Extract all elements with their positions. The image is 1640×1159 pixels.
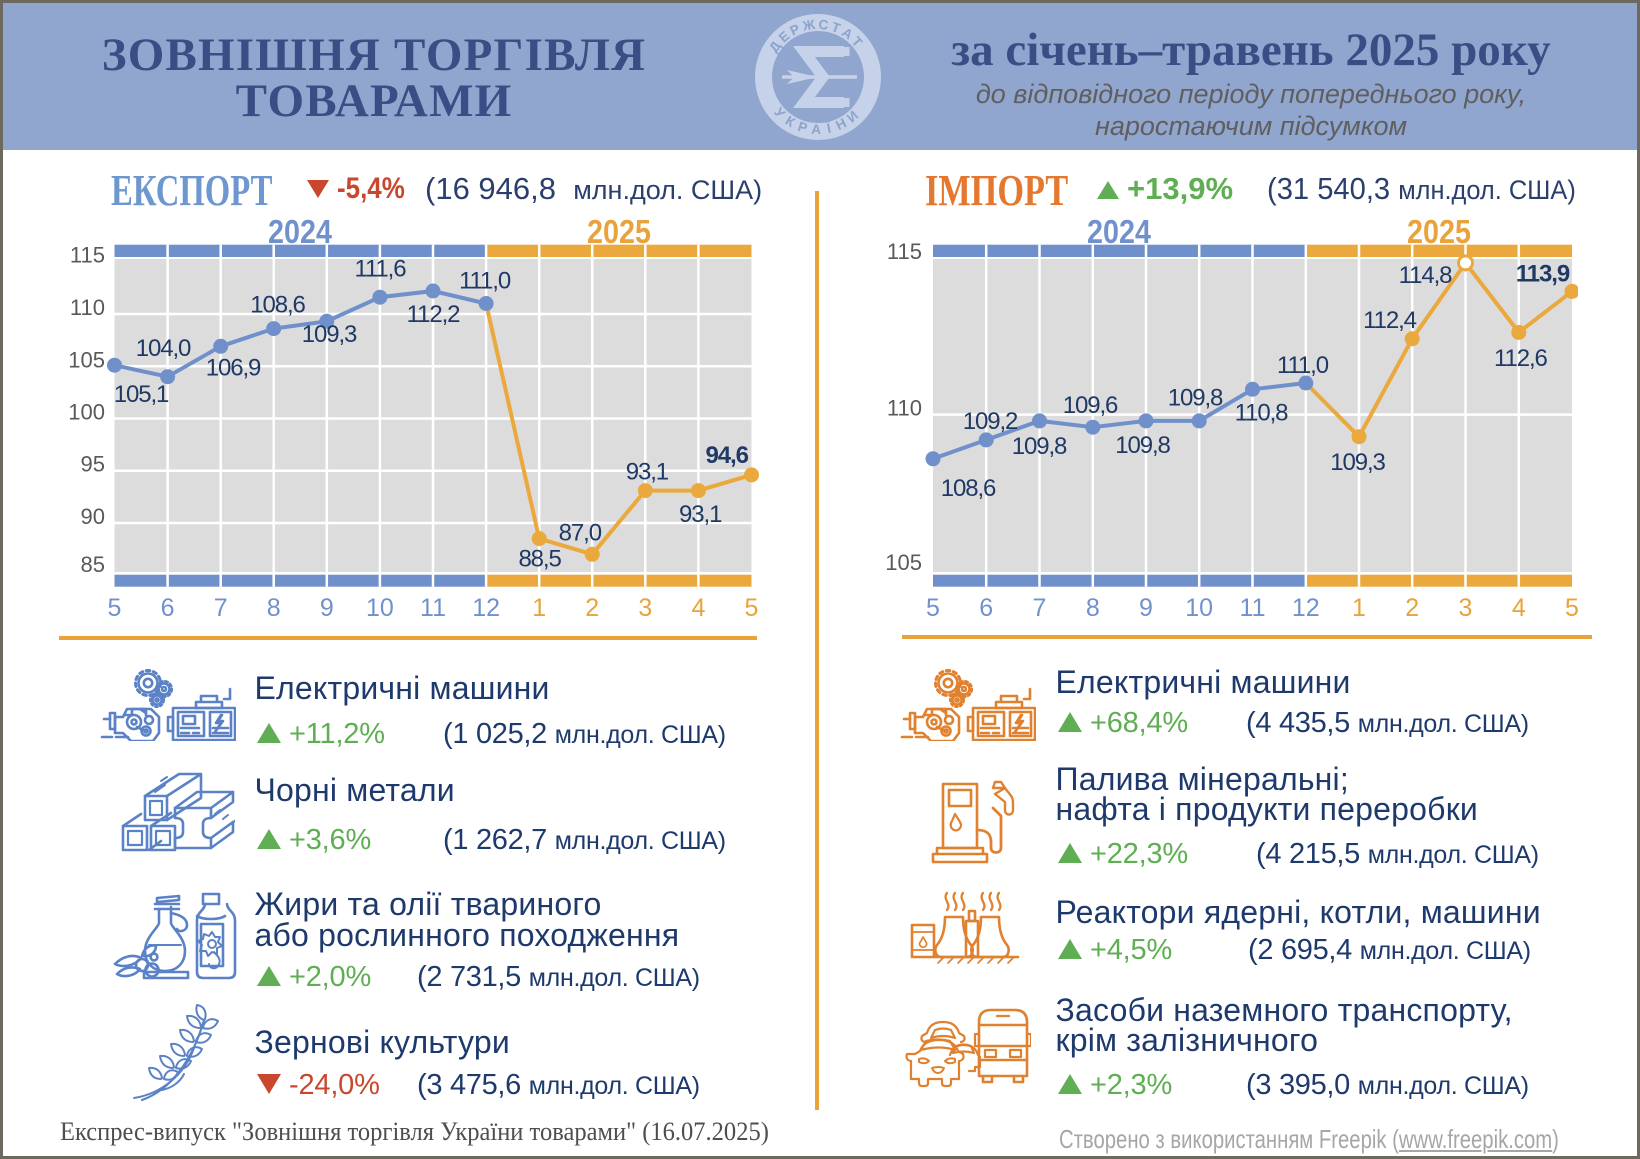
svg-text:Ж: Ж bbox=[801, 17, 817, 34]
svg-text:95: 95 bbox=[81, 452, 105, 477]
svg-text:Р: Р bbox=[796, 119, 809, 136]
svg-text:5: 5 bbox=[745, 594, 759, 622]
svg-text:10: 10 bbox=[366, 594, 394, 622]
svg-text:12: 12 bbox=[1292, 594, 1320, 622]
svg-text:108,6: 108,6 bbox=[250, 292, 305, 319]
svg-text:7: 7 bbox=[214, 594, 228, 622]
svg-text:105: 105 bbox=[68, 347, 105, 372]
svg-text:93,1: 93,1 bbox=[679, 501, 722, 528]
svg-text:93,1: 93,1 bbox=[626, 458, 669, 485]
svg-text:4: 4 bbox=[691, 594, 705, 622]
svg-text:3: 3 bbox=[1459, 594, 1473, 622]
svg-text:109,3: 109,3 bbox=[302, 321, 357, 348]
svg-text:5: 5 bbox=[108, 594, 122, 622]
svg-text:111,6: 111,6 bbox=[355, 256, 407, 283]
svg-text:114,8: 114,8 bbox=[1399, 262, 1453, 289]
svg-text:108,6: 108,6 bbox=[941, 475, 996, 502]
svg-text:5: 5 bbox=[926, 594, 940, 622]
svg-text:С: С bbox=[818, 17, 830, 33]
svg-text:87,0: 87,0 bbox=[559, 520, 602, 547]
svg-text:94,6: 94,6 bbox=[706, 442, 749, 469]
svg-text:112,2: 112,2 bbox=[407, 301, 461, 328]
svg-text:6: 6 bbox=[979, 594, 993, 622]
svg-text:111,0: 111,0 bbox=[459, 268, 511, 295]
svg-text:7: 7 bbox=[1033, 594, 1047, 622]
svg-text:105: 105 bbox=[885, 550, 922, 575]
svg-text:100: 100 bbox=[68, 400, 105, 425]
svg-text:110: 110 bbox=[887, 396, 922, 421]
svg-text:109,3: 109,3 bbox=[1330, 449, 1385, 476]
svg-text:Ї: Ї bbox=[825, 120, 834, 136]
svg-text:11: 11 bbox=[420, 594, 446, 622]
svg-text:8: 8 bbox=[1086, 594, 1100, 622]
svg-text:109,8: 109,8 bbox=[1168, 385, 1223, 412]
svg-text:5: 5 bbox=[1565, 594, 1578, 622]
svg-text:8: 8 bbox=[267, 594, 281, 622]
svg-text:105,1: 105,1 bbox=[114, 381, 169, 408]
svg-text:110: 110 bbox=[70, 295, 105, 320]
svg-text:109,8: 109,8 bbox=[1012, 433, 1067, 460]
svg-text:88,5: 88,5 bbox=[518, 546, 561, 573]
svg-text:109,2: 109,2 bbox=[963, 408, 1018, 435]
svg-text:6: 6 bbox=[161, 594, 175, 622]
svg-text:111,0: 111,0 bbox=[1277, 352, 1329, 379]
svg-text:3: 3 bbox=[638, 594, 652, 622]
svg-text:9: 9 bbox=[1139, 594, 1153, 622]
svg-text:10: 10 bbox=[1185, 594, 1213, 622]
svg-text:90: 90 bbox=[81, 504, 105, 529]
svg-text:А: А bbox=[811, 122, 822, 137]
svg-text:109,6: 109,6 bbox=[1063, 392, 1118, 419]
svg-text:2: 2 bbox=[585, 594, 599, 622]
svg-text:2: 2 bbox=[1405, 594, 1419, 622]
svg-text:1: 1 bbox=[1352, 594, 1366, 622]
svg-text:4: 4 bbox=[1512, 594, 1526, 622]
svg-text:115: 115 bbox=[70, 243, 105, 268]
svg-text:85: 85 bbox=[81, 552, 105, 577]
svg-text:109,8: 109,8 bbox=[1115, 432, 1170, 459]
svg-text:115: 115 bbox=[887, 240, 922, 264]
svg-text:1: 1 bbox=[532, 594, 546, 622]
svg-text:110,8: 110,8 bbox=[1235, 400, 1289, 427]
svg-text:9: 9 bbox=[320, 594, 334, 622]
svg-text:11: 11 bbox=[1240, 594, 1266, 622]
svg-text:12: 12 bbox=[472, 594, 500, 622]
svg-text:112,6: 112,6 bbox=[1494, 345, 1548, 372]
svg-text:106,9: 106,9 bbox=[206, 355, 261, 382]
svg-text:113,9: 113,9 bbox=[1516, 261, 1570, 288]
svg-text:112,4: 112,4 bbox=[1363, 307, 1417, 334]
svg-text:104,0: 104,0 bbox=[136, 335, 191, 362]
